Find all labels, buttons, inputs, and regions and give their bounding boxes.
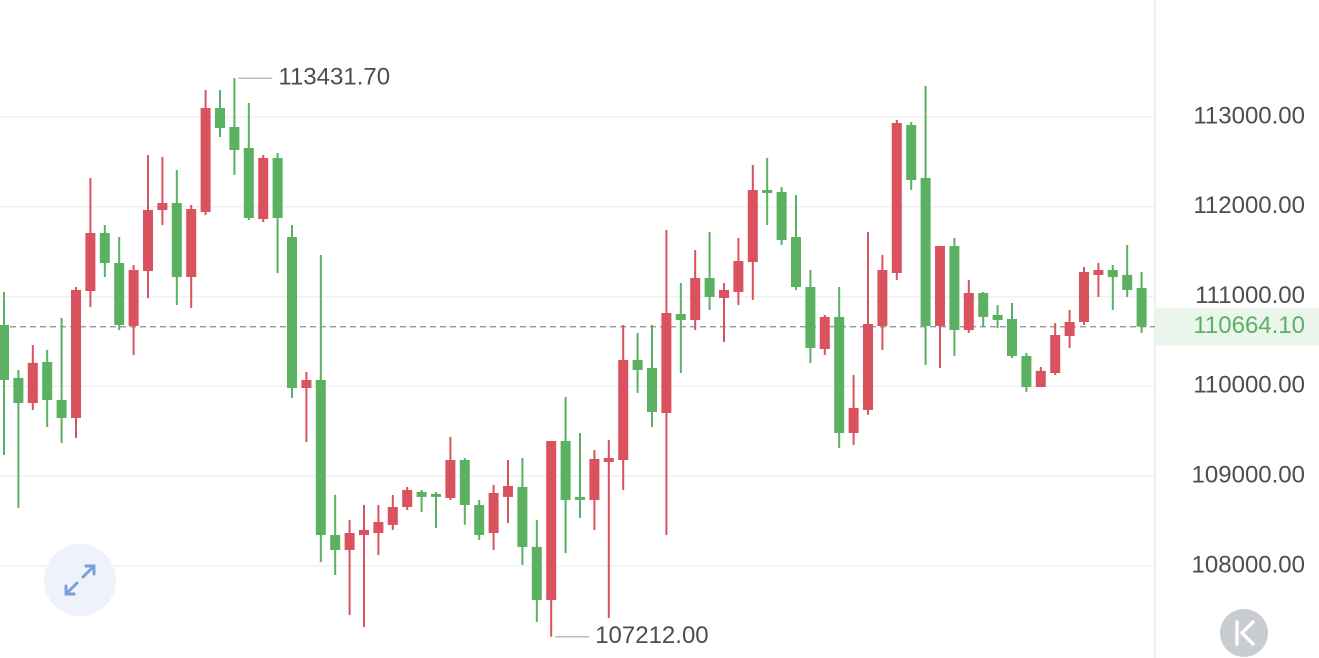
- candle-body: [675, 314, 686, 321]
- candle-body: [935, 246, 945, 326]
- candle-body: [733, 261, 744, 293]
- candle-body: [13, 377, 24, 403]
- candle-body: [978, 292, 989, 317]
- candle-body: [56, 399, 67, 418]
- candle-body: [373, 521, 384, 534]
- candle-body: [791, 236, 801, 287]
- candle-body: [819, 316, 830, 350]
- labels: 108000.00 109000.00 110000.00 111000.00 1120…: [238, 64, 1319, 649]
- candle-body: [1093, 270, 1104, 275]
- candle-body: [272, 158, 283, 219]
- candle-body: [575, 496, 585, 500]
- candle-body: [488, 492, 499, 534]
- candle-body: [431, 493, 441, 497]
- candle-body: [704, 277, 715, 297]
- y-tick-label: 111000.00: [1195, 282, 1305, 309]
- candle-body: [330, 534, 341, 550]
- candle-body: [71, 289, 81, 418]
- candle-body: [920, 177, 931, 326]
- candle-body: [402, 489, 413, 507]
- candle-body: [114, 263, 125, 325]
- annotation-label: 107212.00: [595, 622, 708, 649]
- candle-body: [805, 286, 816, 348]
- candle-body: [243, 147, 254, 219]
- expand-button[interactable]: [44, 544, 116, 616]
- candle-body: [1064, 321, 1075, 337]
- candle-body: [546, 440, 557, 600]
- candle-body: [85, 233, 96, 292]
- candle-body: [560, 440, 571, 500]
- y-tick-label: 113000.00: [1193, 102, 1305, 129]
- candle-body: [1136, 287, 1147, 327]
- y-tick-label: 110000.00: [1193, 372, 1305, 399]
- candle-body: [834, 316, 845, 433]
- candle-body: [128, 270, 139, 326]
- candle-body: [603, 457, 614, 462]
- candle-body: [258, 158, 269, 220]
- candle-body: [171, 203, 182, 278]
- candle-body: [474, 504, 485, 535]
- candle-body: [315, 380, 326, 535]
- candle-body: [848, 407, 859, 433]
- scroll-latest-button[interactable]: [1220, 609, 1268, 657]
- y-tick-label: 112000.00: [1193, 192, 1305, 219]
- candle-body: [1122, 274, 1133, 290]
- candle-body: [157, 203, 168, 211]
- candle-body: [618, 359, 629, 461]
- last-price-box: [1156, 307, 1319, 346]
- candle-body: [344, 533, 355, 550]
- candle-body: [99, 233, 110, 264]
- candle-body: [186, 209, 197, 278]
- candle-body: [589, 458, 600, 500]
- candle-body: [503, 485, 513, 497]
- candle-body: [215, 108, 225, 128]
- candle-body: [301, 380, 312, 388]
- candle-body: [1021, 355, 1032, 388]
- candle-body: [0, 324, 9, 381]
- y-tick-label: 108000.00: [1192, 551, 1305, 578]
- candle-body: [445, 460, 456, 498]
- candle-body: [992, 314, 1003, 321]
- candle-body: [27, 362, 38, 403]
- candle-body: [632, 359, 643, 370]
- candle-body: [1107, 270, 1118, 278]
- candle-body: [387, 506, 398, 525]
- candle-body: [1007, 318, 1017, 356]
- grid: [0, 116, 1155, 567]
- candle-body: [200, 108, 211, 213]
- y-tick-label: 109000.00: [1192, 462, 1305, 489]
- candle-body: [906, 124, 917, 181]
- candle-body: [459, 460, 470, 505]
- candle-body: [1079, 271, 1089, 322]
- candle-body: [517, 486, 528, 547]
- candle-body: [661, 313, 672, 413]
- candle-body: [776, 191, 787, 241]
- candle-body: [719, 289, 729, 299]
- candle-body: [359, 529, 369, 535]
- candle-body: [747, 190, 758, 263]
- candle-body: [143, 210, 153, 271]
- candle-body: [891, 123, 902, 273]
- candle-body: [1050, 335, 1061, 373]
- candle-body: [1035, 370, 1046, 388]
- last-price-label: 110664.10: [1193, 312, 1305, 339]
- candle-body: [877, 270, 888, 326]
- candle-body: [229, 126, 240, 150]
- candle-body: [287, 236, 297, 388]
- candle-body: [863, 323, 873, 410]
- candle-body: [416, 491, 427, 497]
- annotation-label: 113431.70: [278, 64, 390, 91]
- candle-body: [42, 361, 53, 400]
- candle-body: [647, 367, 657, 412]
- candle-body: [963, 292, 974, 330]
- candle-body: [531, 546, 542, 600]
- candle-body: [690, 277, 701, 321]
- candle-body: [762, 190, 773, 193]
- candles: [0, 78, 1147, 637]
- candle-body: [949, 246, 960, 330]
